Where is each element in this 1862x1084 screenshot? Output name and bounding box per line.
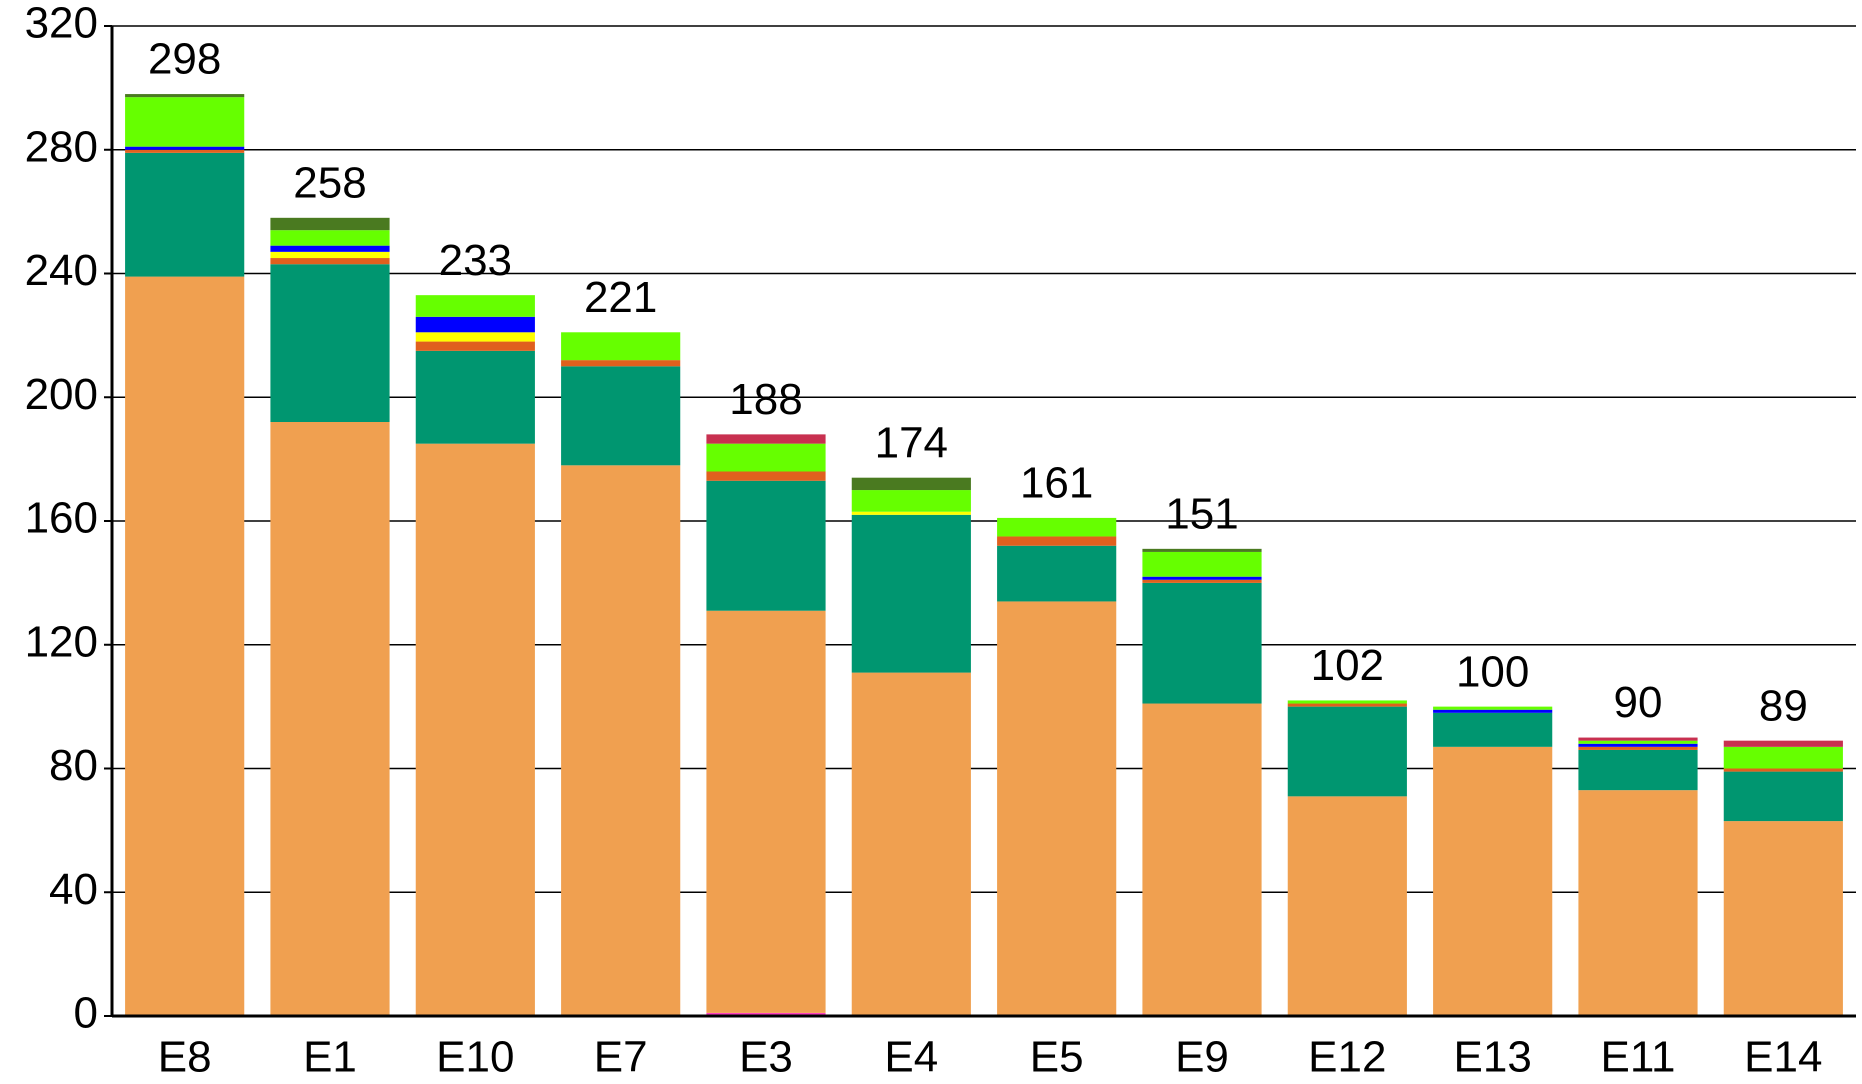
bar-segment	[1578, 790, 1698, 1016]
total-label: 161	[1020, 459, 1093, 508]
total-label: 188	[729, 375, 802, 424]
bar-segment	[997, 536, 1117, 546]
y-tick-label: 280	[25, 122, 98, 171]
bar-segment	[415, 295, 535, 317]
bar-segment	[1433, 712, 1553, 747]
total-label: 298	[148, 35, 221, 84]
bar-segment	[1723, 746, 1843, 769]
bar-segment	[1142, 582, 1262, 704]
bar-segment	[1723, 771, 1843, 822]
bar-segment	[851, 514, 971, 673]
bar-segment	[125, 152, 245, 277]
total-label: 174	[875, 418, 948, 467]
bar-segment	[561, 366, 681, 466]
x-tick-label: E12	[1308, 1033, 1386, 1082]
y-tick-label: 80	[49, 741, 98, 790]
bar-segment	[1287, 796, 1407, 1016]
bar-segment	[125, 146, 245, 150]
bar-segment	[125, 149, 245, 153]
bar-segment	[270, 258, 390, 265]
bar-segment	[1142, 579, 1262, 583]
y-tick-label: 120	[25, 617, 98, 666]
bar-segment	[1578, 746, 1698, 750]
x-tick-label: E13	[1454, 1033, 1532, 1082]
y-tick-label: 0	[74, 989, 98, 1038]
bar-segment	[706, 443, 826, 472]
bar-segment	[561, 360, 681, 367]
bar-segment	[1433, 709, 1553, 713]
bar-segment	[1723, 768, 1843, 772]
bar-segment	[270, 264, 390, 422]
bar-segment	[415, 443, 535, 1016]
bar-segment	[1287, 706, 1407, 797]
bar-segment	[706, 434, 826, 444]
x-tick-label: E4	[884, 1033, 938, 1082]
bar-segment	[1433, 746, 1553, 1016]
y-tick-label: 200	[25, 370, 98, 419]
bar-segment	[415, 332, 535, 342]
bar-segment	[1578, 749, 1698, 791]
bar-segment	[706, 480, 826, 611]
x-tick-label: E14	[1744, 1033, 1822, 1082]
bar-segment	[997, 545, 1117, 602]
bar-segment	[1433, 706, 1553, 710]
bar-segment	[1287, 703, 1407, 707]
bar-segment	[1142, 551, 1262, 577]
x-tick-label: E3	[739, 1033, 793, 1082]
bar-segment	[270, 251, 390, 259]
bar-segment	[1142, 576, 1262, 580]
x-tick-label: E1	[303, 1033, 357, 1082]
y-tick-label: 40	[49, 865, 98, 914]
x-tick-label: E11	[1600, 1033, 1675, 1082]
bar-segment	[851, 672, 971, 1016]
bar-segment	[561, 332, 681, 361]
bar-segment	[1142, 548, 1262, 552]
bar-segment	[1578, 743, 1698, 747]
bar-segment	[270, 230, 390, 246]
total-label: 221	[584, 273, 657, 322]
bar-segment	[561, 465, 681, 1016]
y-tick-label: 240	[25, 246, 98, 295]
bar-segment	[1578, 737, 1698, 741]
bar-segment	[851, 511, 971, 515]
bar-segment	[851, 477, 971, 491]
total-label: 90	[1614, 678, 1663, 727]
bar-segment	[270, 217, 390, 231]
bar-segment	[125, 97, 245, 147]
bar-segment	[125, 276, 245, 1016]
y-tick-label: 160	[25, 494, 98, 543]
total-label: 258	[293, 158, 366, 207]
x-tick-label: E8	[158, 1033, 212, 1082]
bar-segment	[270, 245, 390, 252]
bar-segment	[1723, 821, 1843, 1016]
total-label: 151	[1165, 489, 1238, 538]
bar-segment	[1287, 700, 1407, 704]
bar-segment	[415, 341, 535, 351]
x-tick-label: E7	[594, 1033, 648, 1082]
bar-segment	[1578, 740, 1698, 744]
bar-segment	[415, 316, 535, 333]
total-label: 100	[1456, 647, 1529, 696]
x-tick-label: E9	[1175, 1033, 1229, 1082]
bar-segment	[997, 517, 1117, 537]
bar-segment	[706, 471, 826, 481]
bar-segment	[706, 1012, 826, 1016]
bar-segment	[415, 350, 535, 444]
bar-segment	[1142, 703, 1262, 1016]
bar-segment	[851, 490, 971, 512]
bar-segment	[270, 422, 390, 1016]
x-tick-label: E5	[1030, 1033, 1084, 1082]
bar-segment	[706, 610, 826, 1013]
bar-segment	[125, 94, 245, 98]
x-tick-label: E10	[436, 1033, 514, 1082]
total-label: 102	[1311, 641, 1384, 690]
total-label: 89	[1759, 681, 1808, 730]
bar-segment	[997, 601, 1117, 1016]
total-label: 233	[439, 236, 512, 285]
bar-segment	[1723, 740, 1843, 747]
y-tick-label: 320	[25, 0, 98, 48]
